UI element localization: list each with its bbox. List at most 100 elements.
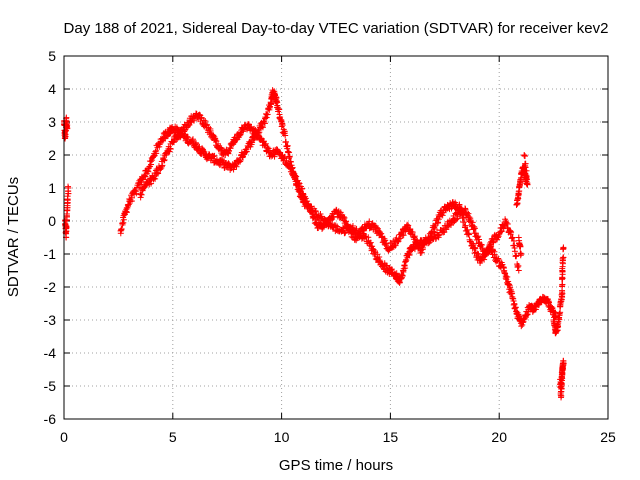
data-point-marker: [466, 214, 473, 221]
data-point-marker: [418, 249, 425, 256]
data-point-marker: [212, 137, 219, 144]
chart-title: Day 188 of 2021, Sidereal Day-to-day VTE…: [64, 20, 609, 37]
data-point-marker: [517, 251, 524, 257]
data-point-marker: [393, 270, 400, 277]
data-point-marker: [255, 130, 262, 137]
y-tick-label: -4: [44, 345, 57, 361]
data-point-marker: [177, 133, 184, 140]
data-point-marker: [520, 318, 527, 325]
data-point-marker: [304, 198, 311, 205]
data-point-marker: [394, 238, 401, 245]
data-point-marker: [552, 313, 559, 320]
data-point-marker: [210, 153, 217, 160]
x-tick-label: 5: [169, 429, 177, 445]
data-point-marker: [466, 231, 473, 238]
data-point-marker: [495, 255, 502, 262]
data-point-marker: [508, 229, 515, 236]
data-point-marker: [259, 123, 266, 130]
y-tick-label: 2: [48, 147, 56, 163]
data-point-marker: [558, 379, 565, 386]
data-point-marker: [288, 165, 295, 172]
data-point-marker: [302, 195, 309, 202]
data-point-marker: [196, 143, 203, 150]
data-point-marker: [366, 218, 373, 225]
y-axis-label: SDTVAR / TECUs: [5, 177, 22, 297]
data-point-marker: [532, 306, 539, 313]
data-point-marker: [166, 148, 173, 155]
data-point-marker: [211, 152, 218, 159]
data-point-marker: [524, 181, 531, 188]
data-point-marker: [471, 225, 478, 232]
data-point-marker: [514, 264, 521, 271]
data-point-marker: [355, 229, 362, 236]
data-point-marker: [419, 244, 426, 251]
data-point-marker: [559, 281, 566, 288]
x-tick-label: 10: [274, 429, 290, 445]
data-point-marker: [443, 226, 450, 233]
data-point-marker: [120, 216, 127, 223]
y-tick-label: -3: [44, 312, 57, 328]
data-point-marker: [344, 221, 351, 228]
data-point-marker: [378, 230, 385, 237]
data-point-marker: [559, 375, 566, 382]
data-point-marker: [135, 184, 142, 191]
data-point-marker: [521, 160, 528, 167]
x-tick-label: 0: [60, 429, 68, 445]
data-point-marker: [469, 240, 476, 247]
data-point-marker: [558, 385, 565, 392]
data-point-marker: [470, 241, 477, 248]
data-point-marker: [400, 265, 407, 272]
data-point-marker: [560, 254, 567, 261]
x-axis-label: GPS time / hours: [279, 457, 393, 474]
data-point-marker: [464, 226, 471, 233]
data-point-marker: [133, 190, 140, 197]
data-point-marker: [504, 273, 511, 280]
data-point-marker: [447, 202, 454, 209]
data-point-marker: [341, 214, 348, 221]
data-point-marker: [201, 148, 208, 155]
y-tick-label: -5: [44, 378, 57, 394]
data-point-marker: [193, 140, 200, 147]
data-point-marker: [320, 222, 327, 229]
data-point-marker: [357, 233, 364, 240]
data-point-marker: [233, 163, 240, 170]
axis-ticks: [63, 55, 609, 420]
data-point-marker: [521, 152, 528, 158]
data-point-marker: [148, 180, 155, 187]
data-point-marker: [243, 148, 250, 155]
data-point-marker: [142, 182, 149, 189]
data-point-marker: [150, 153, 157, 160]
data-point-marker: [462, 222, 469, 229]
data-point-marker: [524, 311, 531, 318]
data-point-marker: [523, 172, 530, 179]
data-point-marker: [148, 161, 155, 168]
data-point-marker: [453, 216, 460, 223]
grid-lines: [64, 56, 608, 419]
data-point-marker: [261, 119, 268, 125]
data-point-marker: [207, 127, 214, 134]
data-point-marker: [173, 124, 180, 131]
data-point-marker: [557, 309, 564, 316]
data-point-marker: [465, 210, 472, 217]
data-point-marker: [515, 192, 522, 199]
data-point-marker: [373, 224, 380, 231]
y-tick-label: -6: [44, 411, 57, 427]
data-point-marker: [189, 136, 196, 143]
x-tick-label: 15: [383, 429, 399, 445]
y-tick-label: -2: [44, 279, 57, 295]
data-point-marker: [223, 146, 230, 153]
data-point-marker: [299, 185, 306, 192]
data-point-marker: [184, 133, 191, 140]
data-point-marker: [467, 215, 474, 222]
data-point-marker: [472, 245, 479, 252]
data-point-marker: [65, 185, 72, 191]
x-tick-label: 20: [491, 429, 507, 445]
data-point-marker: [341, 230, 348, 237]
data-point-marker: [264, 111, 271, 118]
data-point-marker: [409, 229, 416, 236]
data-point-marker: [405, 222, 412, 229]
data-point-marker: [282, 154, 289, 161]
data-point-marker: [161, 156, 168, 163]
data-point-marker: [404, 221, 411, 228]
